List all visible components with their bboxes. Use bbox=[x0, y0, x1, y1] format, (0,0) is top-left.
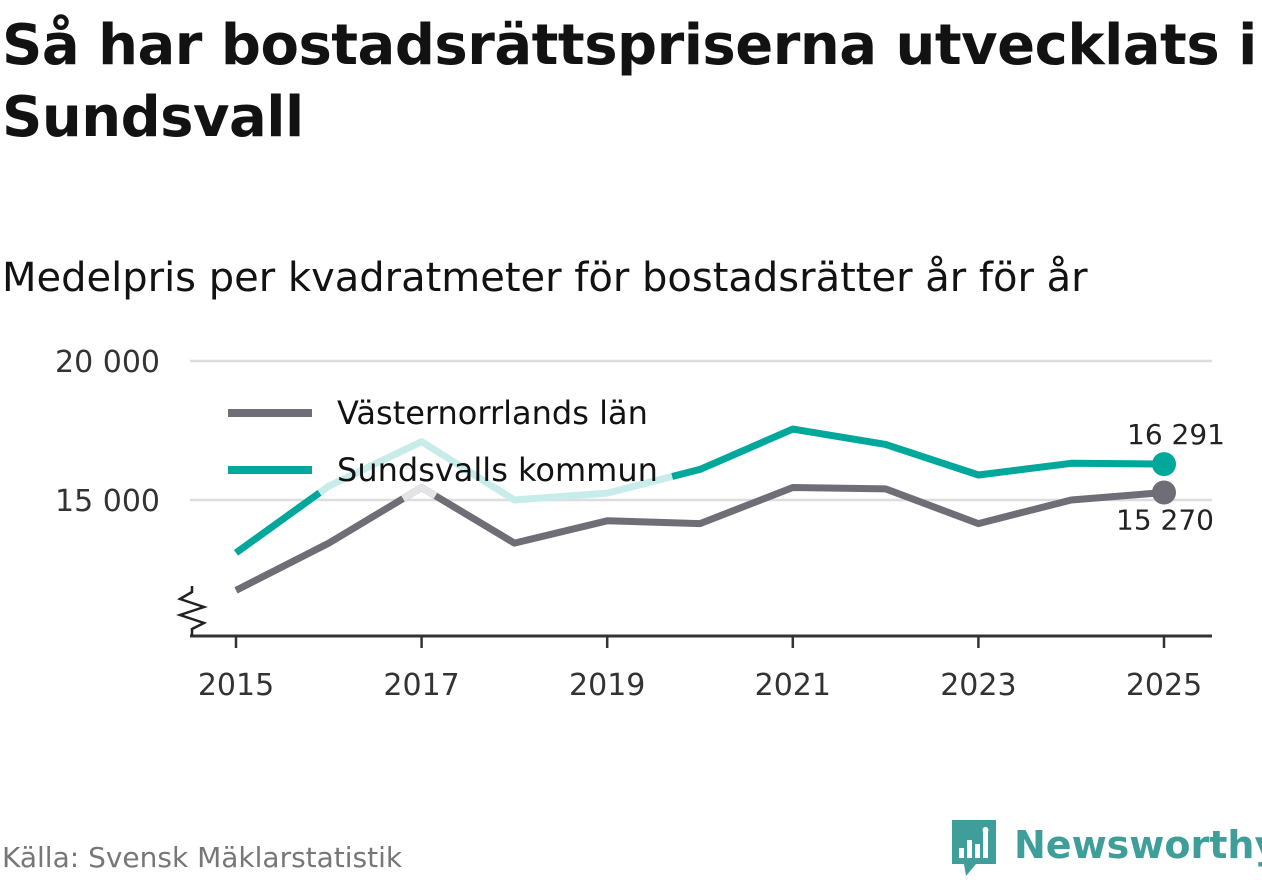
data-label-sundsvalls-kommun: 16 291 bbox=[1127, 418, 1225, 451]
end-point-vasternorrlands-lan bbox=[1152, 480, 1176, 505]
brand-name: Newsworthy bbox=[1014, 823, 1262, 867]
source-note: Källa: Svensk Mäklarstatistik bbox=[2, 841, 403, 874]
legend-label: Västernorrlands län bbox=[337, 394, 648, 432]
series-line-sundsvalls-kommun-faded bbox=[233, 425, 1165, 556]
chart-title: Så har bostadsrättspriserna utvecklats i… bbox=[2, 13, 1257, 150]
newsworthy-logo-icon bbox=[952, 820, 996, 876]
series-line-sundsvalls-kommun bbox=[671, 425, 1165, 480]
data-label-vasternorrlands-lan: 15 270 bbox=[1116, 503, 1214, 536]
newsworthy-logo: Newsworthy bbox=[950, 818, 1262, 880]
series-line-vasternorrlands-lan bbox=[234, 484, 1165, 594]
line-chart: 15 000 20 000 2015 2017 2019 2021 2023 2025 16 2… bbox=[55, 345, 1225, 700]
legend: Västernorrlands län Sundsvalls kommun bbox=[228, 394, 658, 489]
x-tick-label: 2017 bbox=[383, 668, 459, 700]
y-tick-label: 15 000 bbox=[55, 484, 160, 519]
x-tick-label: 2015 bbox=[198, 668, 274, 700]
series-line-sundsvalls-kommun-start bbox=[233, 489, 322, 556]
x-tick-label: 2019 bbox=[569, 668, 645, 700]
chart-subtitle: Medelpris per kvadratmeter för bostadsrä… bbox=[2, 255, 1088, 301]
series-line-vasternorrlands-lan-faded bbox=[401, 484, 438, 502]
legend-label: Sundsvalls kommun bbox=[337, 451, 658, 489]
x-tick-label: 2023 bbox=[940, 668, 1016, 700]
x-tick-label: 2025 bbox=[1126, 668, 1202, 700]
axis-break-icon bbox=[176, 586, 208, 636]
end-point-sundsvalls-kommun bbox=[1152, 452, 1176, 477]
y-tick-label: 20 000 bbox=[55, 345, 160, 380]
x-tick-label: 2021 bbox=[755, 668, 831, 700]
